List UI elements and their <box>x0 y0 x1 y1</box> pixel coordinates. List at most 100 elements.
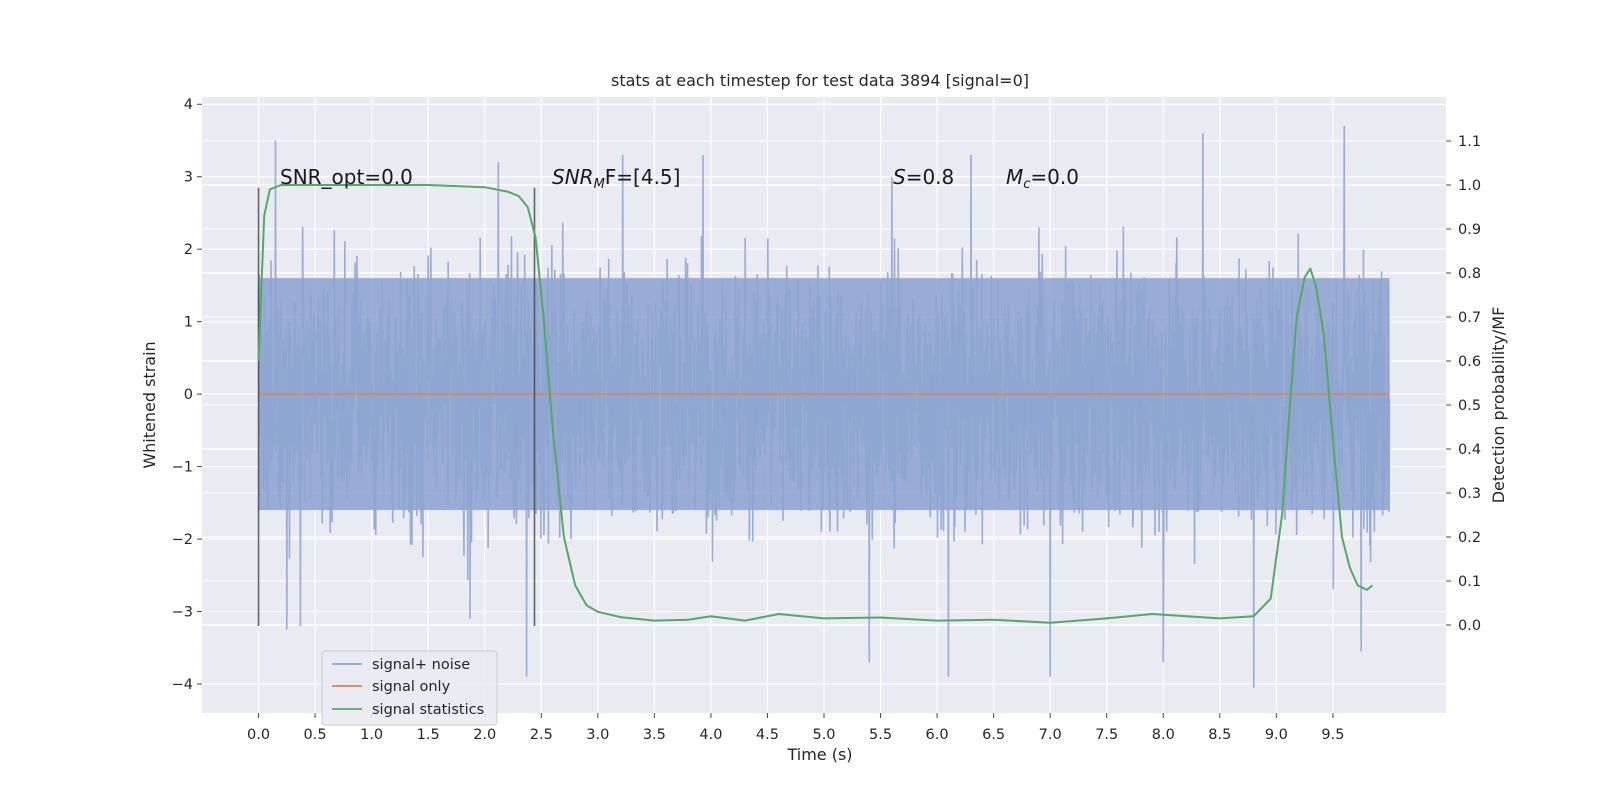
signal-statistics-point <box>527 206 529 208</box>
signal-noise-peak <box>869 662 870 663</box>
y-axis-label-left: Whitened strain <box>140 341 159 468</box>
signal-statistics-point <box>586 604 588 606</box>
annotation-snr-mf: SNRMF=[4.5] <box>552 165 680 192</box>
legend: signal+ noise signal only signal statist… <box>321 650 498 726</box>
x-tick-label: 4.0 <box>699 727 722 743</box>
y-tick-label-right: 1.1 <box>1458 134 1481 150</box>
signal-statistics-point <box>710 615 712 617</box>
x-tick-label: 1.0 <box>360 727 383 743</box>
x-tick-label: 8.5 <box>1208 727 1231 743</box>
annotation-s-rest: =0.8 <box>906 165 955 189</box>
signal-statistics-point <box>535 237 537 239</box>
x-tick-label: 7.0 <box>1039 727 1062 743</box>
x-tick-label: 7.5 <box>1095 727 1118 743</box>
signal-statistics-point <box>1323 334 1325 336</box>
x-tick-label: 9.0 <box>1265 727 1288 743</box>
signal-statistics-point <box>880 617 882 619</box>
x-tick-label: 0.0 <box>247 727 270 743</box>
y-axis-label-right: Detection probability/MF <box>1489 307 1508 504</box>
signal-noise-peak <box>286 629 287 630</box>
signal-statistics-point <box>1332 439 1334 441</box>
annotation-snr-mf-sub: M <box>594 177 605 192</box>
signal-noise-peak <box>470 618 471 619</box>
signal-statistics-point <box>1357 585 1359 587</box>
y-tick-label-left: 3 <box>184 170 193 186</box>
signal-statistics-point <box>1341 536 1343 538</box>
y-tick-label-left: 4 <box>184 97 193 113</box>
signal-statistics-point <box>744 620 746 622</box>
signal-statistics-point <box>687 619 689 621</box>
x-tick-label: 9.5 <box>1321 727 1344 743</box>
y-tick-label-right: 0.1 <box>1458 574 1481 590</box>
signal-statistics-point <box>1106 618 1108 620</box>
signal-noise-peak <box>948 676 949 677</box>
y-tick-label-left: 1 <box>184 315 193 331</box>
x-tick-label: 6.0 <box>926 727 949 743</box>
annotation-snr-opt: SNR_opt=0.0 <box>280 165 413 189</box>
x-tick-label: 8.0 <box>1152 727 1175 743</box>
signal-statistics-point <box>574 585 576 587</box>
y-tick-label-right: 0.3 <box>1458 486 1481 502</box>
y-ticks-left: 4 3 2 1 0 −1 −2 −3 −4 <box>172 97 202 693</box>
vertical-markers <box>257 187 536 627</box>
signal-statistics-point <box>1372 585 1374 587</box>
y-ticks-right: 1.1 1.0 0.9 0.8 0.7 0.6 0.5 0.4 0.3 0.2 0.1 0.0 <box>1446 134 1481 634</box>
signal-noise-line <box>257 125 1391 688</box>
y-tick-label-right: 1.0 <box>1458 178 1481 194</box>
signal-statistics-point <box>1366 589 1368 591</box>
signal-statistics-point <box>263 215 265 217</box>
signal-noise-peak <box>1361 651 1362 652</box>
signal-statistics-point <box>778 613 780 615</box>
signal-statistics-point <box>823 618 825 620</box>
signal-statistics-point <box>936 620 938 622</box>
signal-statistics-point <box>552 426 554 428</box>
x-ticks: 0.0 0.5 1.0 1.5 2.0 2.5 3.0 3.5 4.0 4.5 5.0 5.5 6.0 6… <box>247 713 1344 743</box>
signal-statistics-point <box>1315 285 1317 287</box>
signal-noise-peak <box>275 140 276 141</box>
y-tick-label-right: 0.6 <box>1458 354 1481 370</box>
annotation-snr-mf-main: SNR <box>552 165 594 189</box>
legend-label-signal-noise: signal+ noise <box>372 657 470 673</box>
signal-statistics-point <box>258 360 260 362</box>
y-tick-label-left: −4 <box>172 677 193 693</box>
signal-statistics-point <box>563 536 565 538</box>
signal-statistics-point <box>1270 598 1272 600</box>
y-tick-label-right: 0.5 <box>1458 398 1481 414</box>
x-tick-label: 5.0 <box>812 727 835 743</box>
chart-title: stats at each timestep for test data 389… <box>611 71 1029 90</box>
signal-statistics-point <box>1289 404 1291 406</box>
signal-statistics-point <box>1219 618 1221 620</box>
x-axis-label: Time (s) <box>786 745 852 764</box>
y-tick-label-left: 0 <box>184 387 193 403</box>
legend-label-signal-only: signal only <box>372 679 451 695</box>
signal-noise-peak <box>702 154 703 155</box>
signal-statistics-point <box>1349 567 1351 569</box>
annotation-mc-rest: =0.0 <box>1030 165 1079 189</box>
signal-noise-peak <box>526 676 527 677</box>
y-tick-label-right: 0.4 <box>1458 442 1481 458</box>
signal-statistics-point <box>518 195 520 197</box>
x-tick-label: 4.5 <box>756 727 779 743</box>
annotation-snr-mf-rest: F=[4.5] <box>605 165 681 189</box>
signal-statistics-point <box>993 619 995 621</box>
x-tick-label: 3.0 <box>586 727 609 743</box>
signal-statistics-point <box>1296 316 1298 318</box>
annotations: SNR_opt=0.0 SNRMF=[4.5] S=0.8 Mc=0.0 <box>280 165 1079 192</box>
signal-statistics-point <box>1281 514 1283 516</box>
x-tick-label: 0.5 <box>304 727 327 743</box>
signal-statistics-line <box>257 184 1374 624</box>
signal-noise-peak <box>498 162 499 163</box>
signal-noise-peak <box>971 154 972 155</box>
signal-noise-peak <box>1344 125 1345 126</box>
x-tick-label: 2.5 <box>530 727 553 743</box>
signal-statistics-point <box>484 186 486 188</box>
signal-statistics-point <box>269 189 271 191</box>
y-tick-label-right: 0.2 <box>1458 530 1481 546</box>
y-tick-label-right: 0.8 <box>1458 266 1481 282</box>
signal-noise-peak <box>300 626 301 627</box>
signal-statistics-point <box>597 611 599 613</box>
y-tick-label-left: −1 <box>172 460 193 476</box>
legend-box <box>321 650 498 726</box>
signal-statistics-point <box>1309 268 1311 270</box>
